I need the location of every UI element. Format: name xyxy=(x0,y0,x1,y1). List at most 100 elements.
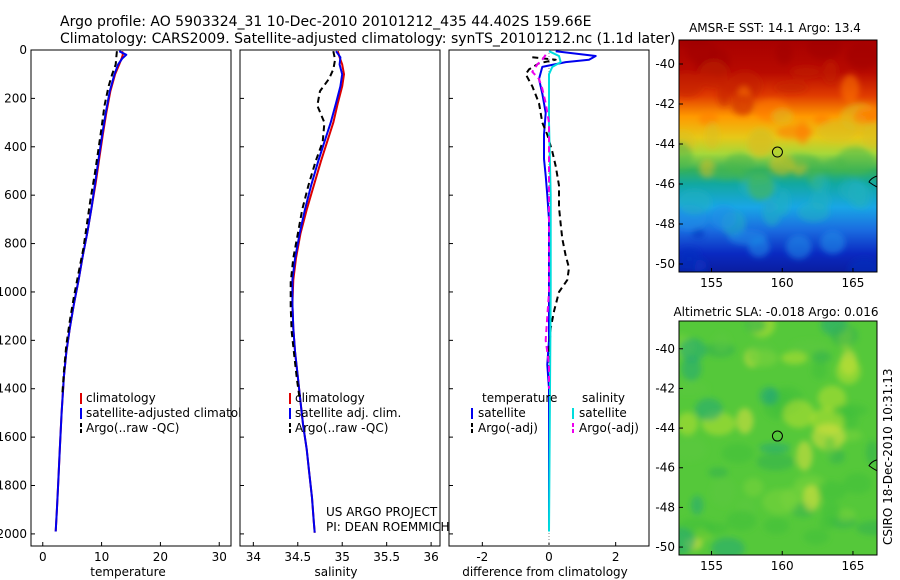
temperature-xtick-label: 10 xyxy=(94,550,109,564)
map-texture-blob xyxy=(705,121,720,150)
sla-map-title: Altimetric SLA: -0.018 Argo: 0.016 xyxy=(673,305,878,319)
sst-map-frame xyxy=(678,39,878,273)
map-texture-blob xyxy=(803,484,820,512)
sst-map-panel: AMSR-E SST: 14.1 Argo: 13.4 155 160 165 -40… xyxy=(655,21,878,290)
legend-label: satellite adj. clim. xyxy=(295,406,401,420)
legend-header-temperature: temperature xyxy=(482,391,557,405)
map-texture-blob xyxy=(679,527,696,555)
legend-label: satellite-adjusted climatology xyxy=(86,406,264,420)
map-texture-blob xyxy=(686,40,718,65)
difference-series-satellite xyxy=(548,50,562,532)
temperature-panel: 0 10 20 30 0 200 400 600 800 1000 1200 1400 1600 1800… xyxy=(0,43,264,579)
map-texture-blob xyxy=(679,382,709,395)
difference-series-argo-adj- xyxy=(531,54,550,389)
map-xtick-label: 155 xyxy=(700,559,723,573)
map-texture-blob xyxy=(694,398,723,421)
temperature-ytick-label: 1200 xyxy=(0,333,27,347)
figure-title-line2: Climatology: CARS2009. Satellite-adjuste… xyxy=(60,31,675,47)
map-texture-blob xyxy=(812,350,831,364)
difference-xtick-label: 0 xyxy=(545,550,553,564)
map-texture-blob xyxy=(679,437,707,461)
map-texture-blob xyxy=(830,324,859,347)
map-texture-blob xyxy=(727,70,763,101)
map-texture-blob xyxy=(817,385,847,411)
map-texture-blob xyxy=(703,522,729,535)
map-texture-blob xyxy=(717,82,732,107)
map-texture-blob xyxy=(681,356,702,381)
map-texture-blob xyxy=(856,520,877,536)
map-texture-blob xyxy=(747,128,775,158)
salinity-xlabel: salinity xyxy=(314,565,357,579)
map-texture-blob xyxy=(811,361,828,380)
coastline xyxy=(868,175,878,188)
difference-xlabel: difference from climatology xyxy=(462,565,628,579)
salinity-axes xyxy=(239,49,441,547)
map-texture-blob xyxy=(820,230,846,255)
salinity-xtick-label: 34 xyxy=(246,550,261,564)
temperature-series-satellite-adjusted-climatology xyxy=(54,50,128,532)
map-texture-blob xyxy=(763,517,790,535)
argo-float-marker xyxy=(771,146,783,158)
map-texture-blob xyxy=(781,351,808,365)
legend-label: Argo(-adj) xyxy=(579,421,639,435)
map-ytick-label: -42 xyxy=(655,381,675,395)
map-texture-blob xyxy=(690,495,704,515)
map-texture-blob xyxy=(790,340,830,354)
map-texture-blob xyxy=(797,202,830,222)
map-ytick-label: -44 xyxy=(655,137,675,151)
legend-label: Argo(..raw -QC) xyxy=(295,421,388,435)
map-texture-blob xyxy=(848,257,877,272)
temperature-ytick-label: 200 xyxy=(4,91,27,105)
map-ytick-label: -40 xyxy=(655,342,675,356)
legend-label: satellite xyxy=(478,406,526,420)
temperature-series-argo-raw-qc- xyxy=(61,51,118,397)
map-texture-blob xyxy=(790,66,823,78)
map-texture-blob xyxy=(807,40,842,60)
figure-title-line1: Argo profile: AO 5903324_31 10-Dec-2010 … xyxy=(60,14,591,30)
map-texture-blob xyxy=(726,510,757,531)
sla-map-panel: Altimetric SLA: -0.018 Argo: 0.016 155 16… xyxy=(655,305,878,573)
map-texture-blob xyxy=(762,197,782,227)
project-credit-line2: PI: DEAN ROEMMICH xyxy=(326,520,449,534)
map-texture-blob xyxy=(861,122,877,148)
map-texture-blob xyxy=(811,175,830,195)
map-texture-blob xyxy=(843,473,872,495)
map-texture-blob xyxy=(679,142,693,169)
map-xtick-label: 165 xyxy=(842,559,865,573)
map-texture-blob xyxy=(698,59,730,88)
temperature-ytick-label: 1000 xyxy=(0,285,27,299)
sla-map-frame xyxy=(678,320,878,556)
map-ytick-label: -46 xyxy=(655,461,675,475)
map-ytick-label: -46 xyxy=(655,177,675,191)
map-texture-blob xyxy=(745,321,767,334)
map-texture-blob xyxy=(710,478,736,507)
salinity-series-argo-raw-qc- xyxy=(289,50,337,399)
map-xtick-label: 160 xyxy=(771,559,794,573)
map-texture-blob xyxy=(836,147,875,176)
map-texture-blob xyxy=(774,81,808,93)
map-texture-blob xyxy=(815,481,847,501)
map-xtick-label: 155 xyxy=(700,276,723,290)
map-texture-blob xyxy=(775,41,793,65)
map-texture-blob xyxy=(743,478,764,497)
map-texture-blob xyxy=(836,508,856,522)
map-texture-blob xyxy=(747,172,775,201)
map-texture-blob xyxy=(823,436,836,459)
map-texture-blob xyxy=(758,442,791,454)
map-texture-blob xyxy=(762,489,799,515)
map-texture-blob xyxy=(823,60,838,84)
argo-float-marker xyxy=(771,430,783,442)
map-texture-blob xyxy=(771,108,794,125)
difference-xtick-label: 2 xyxy=(612,550,620,564)
difference-series-argo-adj- xyxy=(524,56,570,370)
map-texture-blob xyxy=(840,74,860,103)
map-ytick-label: -42 xyxy=(655,97,675,111)
map-texture-blob xyxy=(679,248,701,261)
legend-header-salinity: salinity xyxy=(582,391,625,405)
temperature-ytick-label: 1800 xyxy=(0,479,27,493)
map-texture-blob xyxy=(679,71,704,98)
map-texture-blob xyxy=(710,205,737,230)
temperature-ytick-label: 400 xyxy=(4,140,27,154)
